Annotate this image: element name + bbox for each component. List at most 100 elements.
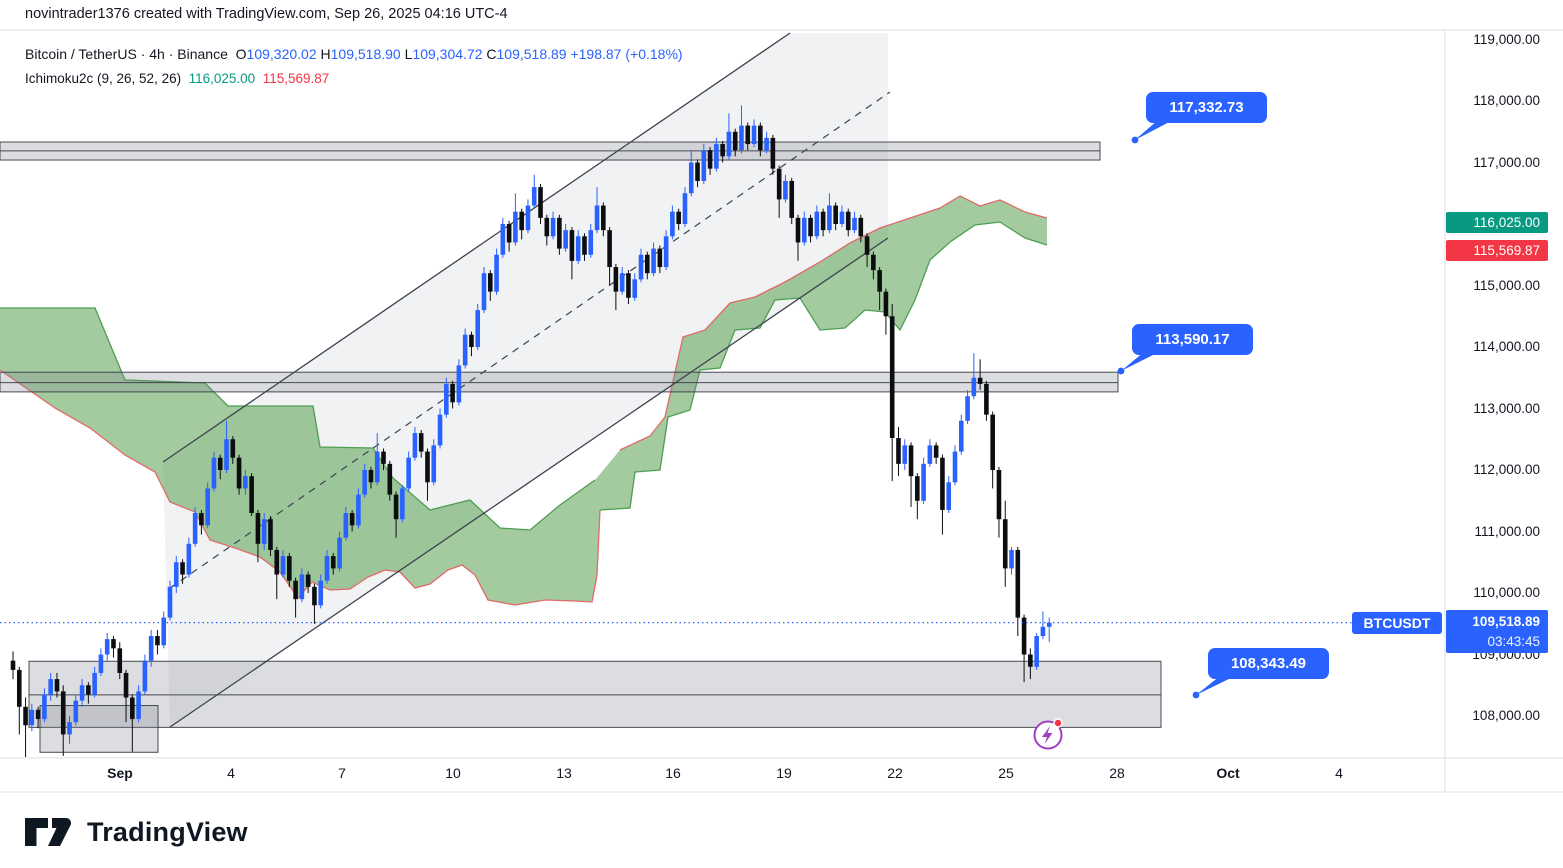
candlestick[interactable] bbox=[236, 454, 242, 495]
candlestick[interactable] bbox=[751, 119, 757, 148]
candlestick[interactable] bbox=[877, 267, 882, 311]
candlestick[interactable] bbox=[795, 214, 801, 261]
candlestick[interactable] bbox=[764, 131, 769, 154]
candlestick[interactable] bbox=[801, 211, 807, 246]
candlestick[interactable] bbox=[199, 509, 204, 535]
candlestick[interactable] bbox=[155, 629, 160, 655]
candlestick[interactable] bbox=[984, 380, 989, 421]
candlestick[interactable] bbox=[789, 177, 795, 224]
candlestick[interactable] bbox=[927, 439, 933, 467]
candlestick[interactable] bbox=[839, 205, 845, 228]
candlestick[interactable] bbox=[864, 233, 870, 268]
candlestick[interactable] bbox=[575, 230, 581, 264]
chart-legend-row[interactable]: Bitcoin / TetherUS · 4h · Binance O109,3… bbox=[25, 46, 683, 62]
candlestick[interactable] bbox=[349, 509, 355, 532]
candlestick[interactable] bbox=[695, 159, 700, 188]
candlestick[interactable] bbox=[230, 436, 236, 464]
candlestick[interactable] bbox=[425, 448, 430, 501]
candlestick[interactable] bbox=[1034, 632, 1039, 670]
candlestick[interactable] bbox=[381, 448, 386, 470]
candlestick[interactable] bbox=[1015, 546, 1021, 637]
candlestick[interactable] bbox=[48, 672, 53, 701]
resistance-zone-113590[interactable] bbox=[0, 371, 1119, 393]
candlestick[interactable] bbox=[16, 666, 22, 735]
candlestick[interactable] bbox=[538, 184, 543, 224]
candlestick[interactable] bbox=[173, 556, 179, 593]
candlestick[interactable] bbox=[23, 697, 28, 760]
candlestick[interactable] bbox=[607, 227, 612, 286]
candlestick[interactable] bbox=[180, 559, 185, 584]
candlestick[interactable] bbox=[481, 267, 487, 314]
candlestick[interactable] bbox=[688, 150, 694, 197]
candlestick[interactable] bbox=[418, 430, 424, 458]
indicator-title[interactable]: Ichimoku2c (9, 26, 52, 26) bbox=[25, 71, 182, 86]
candlestick[interactable] bbox=[739, 105, 744, 154]
candlestick[interactable] bbox=[299, 568, 305, 603]
candlestick[interactable] bbox=[437, 408, 443, 449]
candlestick[interactable] bbox=[205, 482, 210, 529]
candlestick[interactable] bbox=[161, 611, 167, 649]
candlestick[interactable] bbox=[808, 214, 813, 243]
candlestick[interactable] bbox=[958, 414, 964, 455]
price-callout-bubble[interactable]: 113,590.17 bbox=[1132, 324, 1253, 355]
candlestick[interactable] bbox=[67, 716, 72, 744]
symbol-title[interactable]: Bitcoin / TetherUS bbox=[25, 46, 137, 62]
candlestick[interactable] bbox=[933, 442, 939, 464]
candlestick[interactable] bbox=[79, 679, 85, 707]
plot-area[interactable] bbox=[0, 32, 1162, 760]
candlestick[interactable] bbox=[663, 230, 669, 271]
candlestick[interactable] bbox=[255, 509, 261, 563]
candlestick[interactable] bbox=[337, 531, 342, 572]
candlestick[interactable] bbox=[506, 220, 512, 252]
candlestick[interactable] bbox=[544, 214, 550, 246]
candlestick[interactable] bbox=[852, 211, 857, 234]
candlestick[interactable] bbox=[92, 666, 97, 698]
candlestick[interactable] bbox=[594, 187, 600, 234]
candlestick[interactable] bbox=[42, 688, 47, 723]
candlestick[interactable] bbox=[400, 485, 405, 523]
candlestick[interactable] bbox=[965, 390, 970, 424]
candlestick[interactable] bbox=[117, 642, 123, 680]
candlestick[interactable] bbox=[827, 193, 832, 234]
candlestick[interactable] bbox=[732, 128, 738, 157]
candlestick[interactable] bbox=[343, 506, 349, 541]
candlestick[interactable] bbox=[707, 147, 713, 175]
symbol-price-label[interactable]: BTCUSDT bbox=[1352, 611, 1442, 634]
lightning-bolt-icon[interactable] bbox=[1042, 726, 1053, 744]
candlestick[interactable] bbox=[601, 202, 606, 237]
candlestick[interactable] bbox=[148, 629, 154, 667]
support-zone-108343[interactable] bbox=[28, 660, 1162, 728]
candlestick[interactable] bbox=[519, 208, 524, 240]
candlestick[interactable] bbox=[368, 466, 374, 489]
candlestick[interactable] bbox=[946, 476, 952, 514]
candlestick[interactable] bbox=[670, 205, 675, 240]
candlestick[interactable] bbox=[977, 359, 983, 391]
candlestick[interactable] bbox=[1021, 614, 1027, 683]
candlestick[interactable] bbox=[569, 227, 575, 280]
candlestick[interactable] bbox=[287, 553, 292, 587]
candlestick[interactable] bbox=[550, 211, 556, 240]
candlestick[interactable] bbox=[35, 706, 41, 729]
candlestick[interactable] bbox=[29, 703, 35, 732]
price-callout-bubble[interactable]: 108,343.49 bbox=[1208, 648, 1329, 679]
candlestick[interactable] bbox=[362, 463, 367, 498]
candlestick[interactable] bbox=[883, 288, 889, 335]
candlestick[interactable] bbox=[249, 473, 254, 517]
price-callout-bubble[interactable]: 117,332.73 bbox=[1146, 92, 1267, 123]
candlestick[interactable] bbox=[224, 420, 229, 474]
candlestick[interactable] bbox=[268, 516, 273, 557]
candlestick[interactable] bbox=[940, 454, 945, 535]
candlestick[interactable] bbox=[10, 651, 16, 680]
candlestick[interactable] bbox=[588, 224, 594, 258]
candlestick[interactable] bbox=[111, 636, 116, 658]
candlestick[interactable] bbox=[845, 208, 851, 237]
candlestick[interactable] bbox=[908, 442, 914, 507]
candlestick[interactable] bbox=[261, 513, 267, 550]
candlestick[interactable] bbox=[393, 491, 399, 538]
candlestick[interactable] bbox=[858, 214, 864, 243]
candlestick[interactable] bbox=[86, 682, 91, 704]
candlestick[interactable] bbox=[475, 303, 481, 351]
candlestick[interactable] bbox=[104, 632, 110, 661]
candlestick[interactable] bbox=[412, 426, 418, 461]
